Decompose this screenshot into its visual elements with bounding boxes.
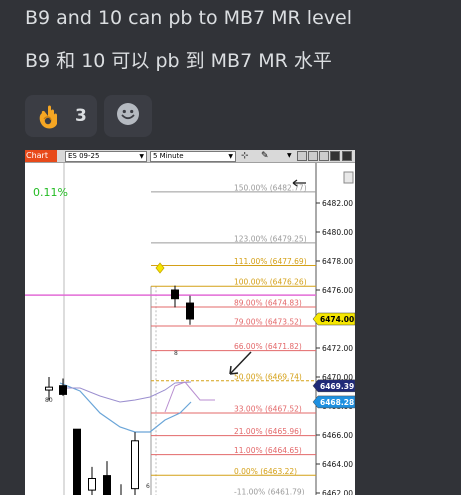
y-tick-label: 6462.00	[322, 489, 353, 495]
fib-level-label: 100.00% (6476.26)	[234, 278, 307, 287]
fib-level-label: -11.00% (6461.79)	[234, 488, 305, 495]
ma-line-lilac	[164, 381, 215, 413]
price-tag	[312, 395, 355, 409]
diamond-marker	[155, 262, 165, 274]
close-icon[interactable]	[342, 151, 352, 161]
y-tick-label: 6482.00	[322, 199, 353, 208]
ma-line-blue	[59, 382, 192, 433]
candle-body	[171, 289, 179, 300]
y-tick-label: 6472.00	[322, 344, 353, 353]
chevron-down-icon: ▼	[228, 153, 233, 160]
scrollbar-thumb	[343, 171, 354, 184]
fib-level-label: 150.00% (6482.77)	[234, 183, 307, 192]
chevron-down-icon: ▼	[139, 153, 144, 160]
bar-label: 8	[174, 350, 178, 357]
toolbar-button[interactable]	[319, 151, 329, 161]
price-tag-label: 6469.39	[320, 382, 354, 391]
interval-value: 5 Minute	[153, 152, 184, 160]
message-line-chinese: B9 和 10 可以 pb 到 MB7 MR 水平	[25, 50, 332, 72]
smiley-icon	[116, 102, 140, 130]
y-tick-label: 6466.00	[322, 431, 353, 440]
interval-select[interactable]: 5 Minute ▼	[150, 151, 236, 162]
y-tick-label: 6476.00	[322, 286, 353, 295]
bar-label: 80	[45, 397, 53, 404]
tools-dropdown-icon[interactable]: ▼	[287, 152, 292, 159]
y-tick-label: 6470.00	[322, 373, 353, 382]
chart-screenshot: 150.00% (6482.77) 123.00% (6479.25) 111.00…	[25, 150, 355, 495]
cursor-tool-icon[interactable]: ⊹	[241, 151, 249, 161]
ok-hand-icon	[35, 102, 61, 130]
symbol-select[interactable]: ES 09-25 ▼	[65, 151, 147, 162]
y-tick-label: 6480.00	[322, 228, 353, 237]
candle-body	[186, 302, 194, 320]
fib-level-label: 66.00% (6471.82)	[234, 342, 302, 351]
fib-level-label: 0.00% (6463.22)	[234, 467, 297, 476]
candle-body	[103, 475, 111, 495]
chart-tab[interactable]: Chart	[25, 150, 57, 162]
fib-level-label: 11.00% (6464.65)	[234, 446, 302, 455]
add-reaction-button[interactable]	[104, 95, 152, 137]
message-line-english: B9 and 10 can pb to MB7 MR level	[25, 7, 352, 29]
draw-tool-icon[interactable]: ✎	[261, 151, 269, 161]
symbol-value: ES 09-25	[68, 152, 100, 160]
minimize-icon[interactable]	[330, 151, 340, 161]
chart-toolbar: Chart ES 09-25 ▼ 5 Minute ▼ ⊹ ✎ ▼	[25, 150, 355, 163]
arrow-annotation	[229, 351, 252, 375]
reaction-count: 3	[75, 106, 87, 126]
candle-body	[45, 386, 53, 391]
fib-level-label: 111.00% (6477.69)	[234, 257, 307, 266]
arrow-annotation-head	[229, 365, 239, 375]
candle-body	[88, 478, 96, 491]
candle-body	[131, 440, 139, 490]
y-tick-label: 6464.00	[322, 460, 353, 469]
fib-level-label: 21.00% (6465.96)	[234, 427, 302, 436]
price-tag-label: 6468.28	[320, 398, 354, 407]
price-tag	[312, 379, 355, 393]
fib-level-label: 33.00% (6467.52)	[234, 404, 302, 413]
y-tick-label: 6478.00	[322, 257, 353, 266]
arrow-annotation-head	[292, 179, 298, 187]
fib-level-label: 123.00% (6479.25)	[234, 234, 307, 243]
price-tag	[312, 312, 355, 326]
fib-level-label: 79.00% (6473.52)	[234, 317, 302, 326]
candle-body	[59, 385, 67, 395]
candle-body	[73, 428, 81, 495]
toolbar-button[interactable]	[297, 151, 307, 161]
toolbar-button[interactable]	[308, 151, 318, 161]
percent-change-label: 0.11%	[33, 186, 68, 199]
fib-level-label: 50.00% (6469.74)	[234, 372, 302, 381]
candlestick-chart: 150.00% (6482.77) 123.00% (6479.25) 111.00…	[25, 162, 355, 495]
fib-level-label: 89.00% (6474.83)	[234, 298, 302, 307]
bar-label: 6	[146, 483, 150, 490]
ma-line-purple	[60, 381, 192, 403]
price-tag-label: 6474.00	[320, 315, 354, 324]
reaction-ok-hand[interactable]: 3	[25, 95, 97, 137]
